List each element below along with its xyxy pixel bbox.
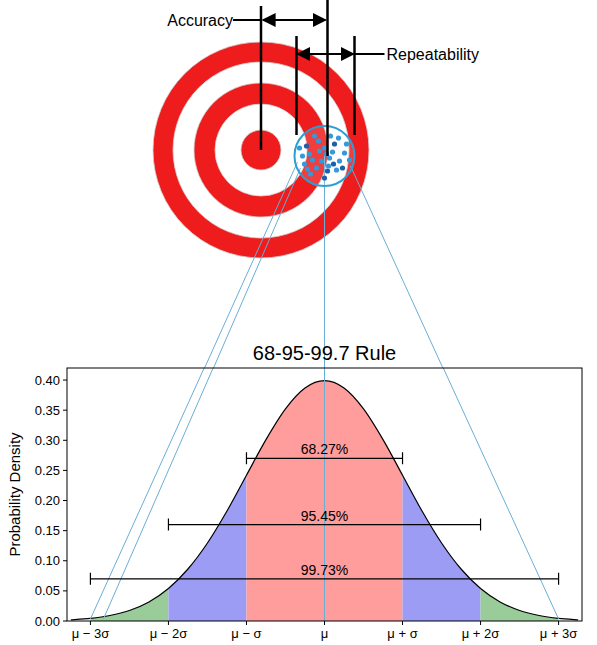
y-tick-label: 0.25	[35, 463, 60, 478]
shot	[319, 158, 324, 163]
y-tick-label: 0.15	[35, 523, 60, 538]
shot	[337, 158, 342, 163]
shot	[342, 150, 347, 155]
y-tick	[63, 560, 67, 561]
shot	[312, 133, 317, 138]
x-tick-label: μ + σ	[387, 626, 417, 641]
y-tick-label: 0.35	[35, 403, 60, 418]
x-tick-label: μ − 3σ	[72, 626, 110, 641]
x-tick	[324, 621, 325, 625]
shot	[331, 161, 336, 166]
shot	[304, 143, 309, 148]
shot	[314, 165, 319, 170]
shot	[334, 167, 339, 172]
shot	[336, 135, 341, 140]
shot	[347, 157, 352, 162]
mean-line	[324, 156, 325, 621]
interval-label: 68.27%	[301, 441, 348, 457]
shot	[310, 157, 315, 162]
x-tick	[402, 621, 403, 625]
shot	[344, 141, 349, 146]
connector	[103, 368, 300, 619]
chart-title: 68-95-99.7 Rule	[253, 342, 396, 364]
x-tick-label: μ − σ	[231, 626, 261, 641]
interval-label: 95.45%	[301, 508, 348, 524]
interval: 99.73%	[90, 562, 558, 585]
repeat-right-line	[353, 36, 356, 135]
y-tick-label: 0.20	[35, 493, 60, 508]
x-tick	[480, 621, 481, 625]
x-tick-label: μ + 3σ	[540, 626, 578, 641]
shot	[300, 153, 305, 158]
shot	[332, 141, 337, 146]
y-tick-label: 0.00	[35, 614, 60, 629]
interval-label: 99.73%	[301, 562, 348, 578]
accuracy-arrow	[263, 19, 326, 21]
interval: 68.27%	[246, 441, 402, 464]
x-tick	[90, 621, 91, 625]
x-tick	[246, 621, 247, 625]
connector	[90, 368, 297, 619]
shot	[307, 151, 312, 156]
y-tick	[63, 410, 67, 411]
shot	[326, 163, 331, 168]
repeat-leader	[355, 53, 385, 55]
y-tick	[63, 530, 67, 531]
x-tick	[168, 621, 169, 625]
x-tick-label: μ	[321, 626, 329, 641]
shot	[322, 175, 327, 180]
shot	[330, 149, 335, 154]
repeat-left-line	[295, 36, 298, 135]
repeatability-circle	[295, 126, 355, 186]
accuracy-leader	[233, 19, 261, 21]
shot	[305, 166, 310, 171]
repeat-arrow	[298, 53, 354, 55]
plot-frame	[67, 368, 582, 621]
y-tick	[63, 621, 67, 622]
accuracy-right-line	[326, 0, 329, 156]
x-tick	[558, 621, 559, 625]
y-tick	[63, 470, 67, 471]
shot	[302, 161, 307, 166]
x-tick-label: μ − 2σ	[150, 626, 188, 641]
connector	[351, 368, 559, 619]
y-axis-title: Probability Density	[6, 432, 23, 557]
y-tick	[63, 500, 67, 501]
x-tick-label: μ + 2σ	[462, 626, 500, 641]
shot	[308, 171, 313, 176]
repeatability-label: Repeatability	[387, 46, 480, 63]
mean-line	[324, 368, 325, 621]
shot	[317, 148, 322, 153]
interval: 95.45%	[168, 508, 480, 531]
shot	[340, 165, 345, 170]
accuracy-left-line	[260, 6, 263, 150]
y-tick	[63, 590, 67, 591]
shot	[297, 145, 302, 150]
shot	[325, 168, 330, 173]
accuracy-label: Accuracy	[167, 12, 233, 29]
y-tick-label: 0.10	[35, 553, 60, 568]
figure: Accuracy Repeatability 68.27% 95.45% 99.73% μ…	[0, 0, 597, 645]
y-tick-label: 0.05	[35, 583, 60, 598]
y-tick	[63, 440, 67, 441]
y-tick-label: 0.30	[35, 433, 60, 448]
plot-marks	[67, 368, 582, 621]
plot-background	[67, 368, 582, 621]
y-tick-label: 0.40	[35, 373, 60, 388]
y-tick	[63, 380, 67, 381]
shot	[316, 138, 321, 143]
